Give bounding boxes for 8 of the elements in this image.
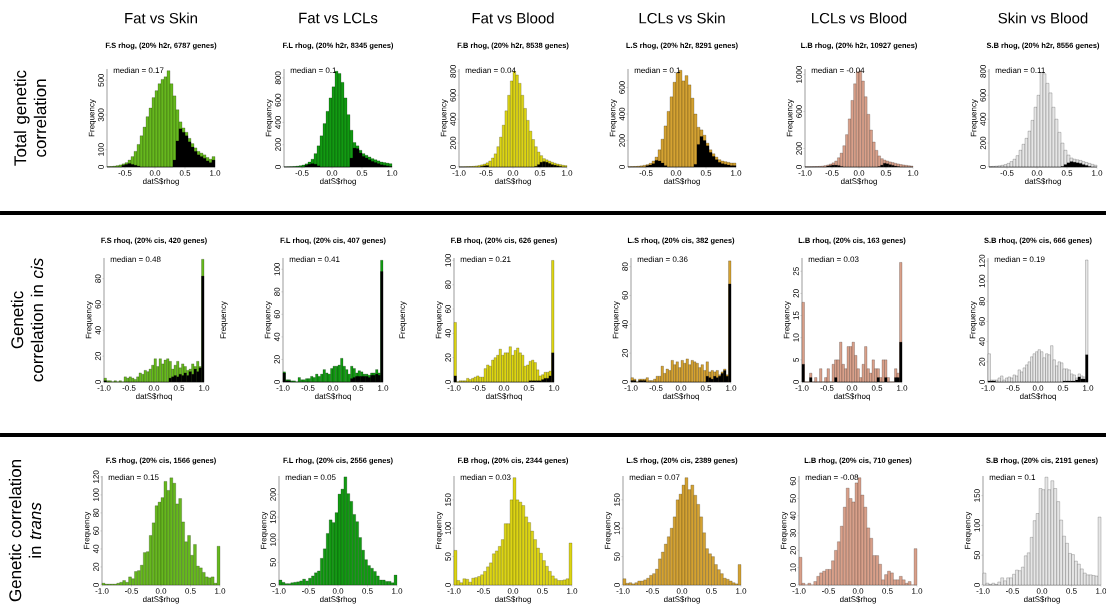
chart-title: Skin vs Blood: [998, 12, 1088, 24]
chart-title: LCLs vs Skin: [639, 12, 725, 24]
chart-title: LCLs vs Blood: [812, 12, 907, 24]
text: Genetic correlation in cis: [10, 258, 44, 382]
text: Total genetic correlation: [13, 70, 47, 166]
chart-title: Fat vs Blood: [472, 12, 554, 24]
chart-title: Fat vs Skin: [125, 12, 197, 24]
chart-title: Fat vs LCLs: [299, 12, 378, 24]
